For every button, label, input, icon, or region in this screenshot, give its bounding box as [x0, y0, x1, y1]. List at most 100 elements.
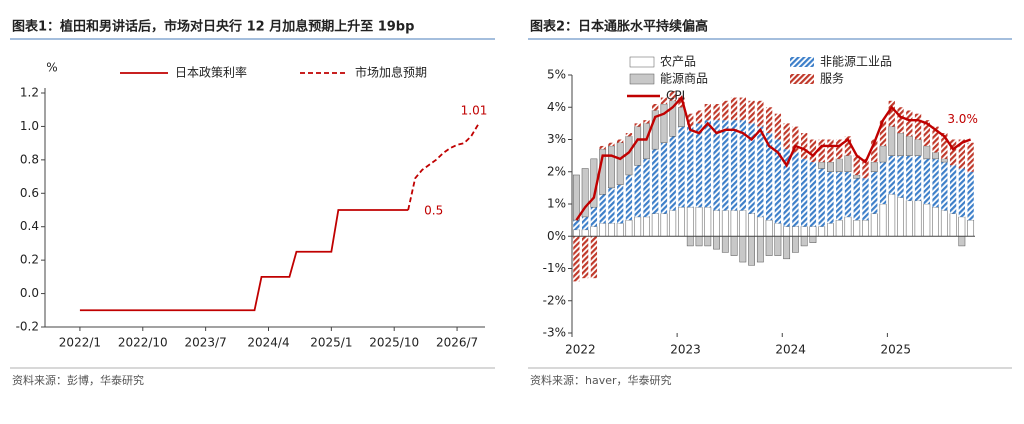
- line: [407, 124, 479, 211]
- bar-segment: [809, 139, 817, 163]
- bar-segment: [651, 213, 659, 237]
- x-tick-label: 2026/7: [436, 336, 478, 350]
- bar-segment: [617, 139, 624, 143]
- bar-segment: [695, 123, 703, 208]
- bar-segment: [590, 236, 598, 279]
- bar-segment: [581, 168, 589, 218]
- bar-segment: [783, 226, 791, 237]
- bar-segment: [792, 152, 799, 227]
- legend-label: CPI: [666, 89, 685, 103]
- bar-segment: [818, 168, 825, 227]
- bar-segment: [888, 126, 896, 156]
- legend-swatch: [790, 74, 814, 84]
- bar-segment: [836, 171, 843, 221]
- bar-segment: [608, 223, 615, 237]
- bar-segment: [599, 194, 606, 224]
- bar-segment: [940, 210, 948, 237]
- bar-segment: [879, 162, 887, 204]
- bar-segment: [686, 236, 694, 247]
- y-tick-label: 2%: [547, 164, 566, 178]
- y-tick-label: 0.6: [20, 186, 39, 200]
- source: 资料来源：彭博，华泰研究: [12, 373, 144, 387]
- bar-segment: [923, 145, 931, 160]
- x-tick-label: 2025: [880, 343, 911, 357]
- bar-segment: [756, 236, 764, 263]
- bar-segment: [862, 158, 869, 179]
- bar-segment: [853, 155, 860, 175]
- legend-swatch: [790, 57, 814, 67]
- x-tick-label: 2025/1: [310, 336, 352, 350]
- y-tick-label: 1.0: [20, 119, 39, 133]
- bar-segment: [643, 123, 650, 160]
- data-label: 3.0%: [947, 112, 978, 126]
- bar-segment: [906, 155, 913, 201]
- legend-label: 非能源工业品: [820, 55, 892, 69]
- bar-segment: [932, 126, 939, 153]
- bar-segment: [800, 226, 808, 237]
- x-tick-label: 2023: [670, 343, 701, 357]
- bar-segment: [634, 165, 641, 217]
- x-tick-label: 2022: [565, 343, 596, 357]
- bar-segment: [748, 123, 755, 214]
- bar-segment: [625, 136, 633, 176]
- y-tick-label: -0.2: [16, 320, 39, 334]
- bar-segment: [572, 174, 580, 221]
- bar-segment: [757, 126, 764, 217]
- bar-segment: [809, 236, 817, 243]
- bar-segment: [923, 158, 930, 204]
- bar-segment: [765, 219, 773, 237]
- bar-segment: [634, 123, 641, 127]
- bar-segment: [862, 178, 869, 221]
- bar-segment: [608, 187, 615, 224]
- bar-segment: [669, 136, 676, 211]
- y-tick-label: 0.2: [20, 253, 39, 267]
- bar-segment: [801, 133, 808, 159]
- bar-segment: [941, 162, 948, 211]
- bar-segment: [713, 120, 720, 211]
- chart-title: 图表2：日本通胀水平持续偏高: [530, 19, 708, 35]
- bar-segment: [836, 139, 843, 159]
- bar-segment: [616, 223, 624, 237]
- bar-segment: [713, 104, 720, 121]
- y-tick-label: 5%: [547, 68, 566, 82]
- bar-segment: [888, 194, 896, 237]
- bar-segment: [617, 184, 624, 224]
- bar-segment: [923, 120, 930, 146]
- x-tick-label: 2025/10: [369, 336, 419, 350]
- bar-segment: [914, 200, 922, 237]
- bar-segment: [932, 152, 939, 160]
- bar-segment: [940, 158, 948, 163]
- y-axis-label: %: [46, 61, 57, 75]
- bar-segment: [888, 155, 895, 195]
- bar-segment: [686, 206, 694, 237]
- legend-swatch: [629, 73, 655, 85]
- bar-segment: [897, 107, 904, 134]
- x-tick-label: 2024: [775, 343, 806, 357]
- bar-segment: [704, 104, 711, 121]
- bar-segment: [678, 97, 685, 108]
- bar-segment: [599, 145, 606, 150]
- bar-segment: [879, 120, 887, 146]
- bar-segment: [879, 203, 887, 237]
- y-tick-label: 3%: [547, 132, 566, 146]
- bar-segment: [721, 236, 729, 253]
- bar-segment: [801, 158, 808, 227]
- bar-segment: [809, 162, 817, 227]
- bar-segment: [634, 126, 642, 166]
- bar-segment: [722, 120, 729, 211]
- bar-segment: [914, 113, 922, 140]
- bar-segment: [774, 113, 782, 140]
- bar-segment: [818, 226, 826, 237]
- bar-segment: [792, 126, 799, 153]
- bar-segment: [739, 120, 746, 211]
- bar-segment: [616, 142, 624, 185]
- bar-segment: [870, 213, 878, 237]
- bar-segment: [827, 223, 834, 237]
- bar-segment: [870, 161, 878, 172]
- bar-segment: [590, 207, 598, 227]
- bar-segment: [748, 236, 756, 266]
- bar-segment: [818, 161, 826, 169]
- bar-segment: [871, 139, 878, 163]
- bar-segment: [678, 206, 685, 237]
- bar-segment: [844, 136, 852, 156]
